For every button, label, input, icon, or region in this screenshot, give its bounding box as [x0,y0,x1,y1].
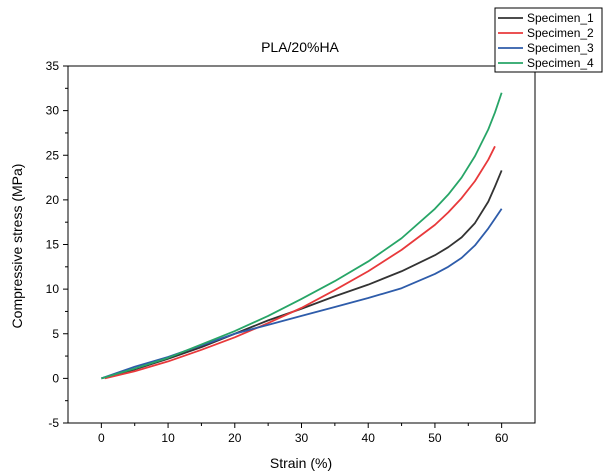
y-tick-label: 30 [46,104,60,118]
x-tick-label: 20 [228,431,242,445]
x-axis-title: Strain (%) [270,455,332,471]
x-tick-label: 40 [362,431,376,445]
series-line-specimen-1 [101,170,503,380]
x-tick-label: 30 [295,431,309,445]
chart-title: PLA/20%HA [261,39,339,55]
series-line-specimen-4 [101,92,503,380]
y-tick-label: 0 [52,371,59,385]
x-tick-label: 60 [495,431,509,445]
y-tick-label: 5 [52,327,59,341]
y-tick-label: 20 [46,193,60,207]
plot-lines [101,92,503,380]
series-line-specimen-2 [104,145,496,380]
y-tick-label: 25 [46,148,60,162]
x-tick-label: 0 [98,431,105,445]
y-axis-title: Compressive stress (MPa) [9,164,25,329]
legend-label-specimen-3: Specimen_3 [527,41,594,55]
legend-label-specimen-2: Specimen_2 [527,26,594,40]
x-tick-label: 50 [428,431,442,445]
legend-label-specimen-4: Specimen_4 [527,56,594,70]
x-tick-label: 10 [161,431,175,445]
y-tick-label: 15 [46,238,60,252]
y-tick-label: 10 [46,282,60,296]
y-tick-label: 35 [46,59,60,73]
y-tick-label: -5 [48,416,59,430]
legend-label-specimen-1: Specimen_1 [527,11,594,25]
axes: 0 10 20 30 40 50 60 -5 0 5 10 15 20 25 30 35 [46,59,536,445]
